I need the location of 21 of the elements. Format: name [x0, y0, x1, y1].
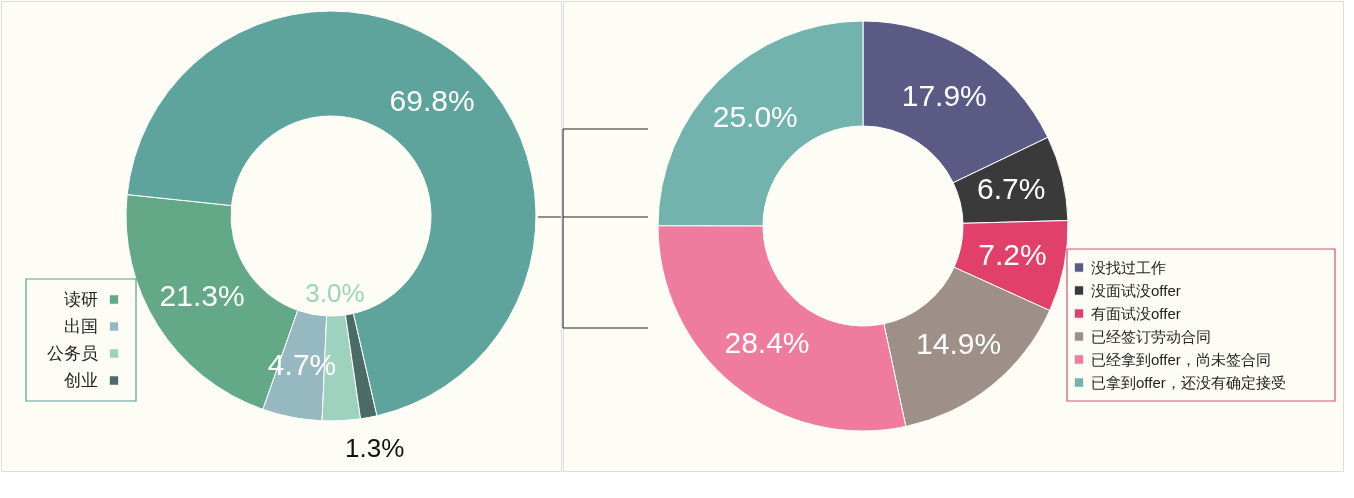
data-label: 25.0% [712, 100, 798, 134]
data-label: 1.3% [345, 432, 405, 463]
data-label: 3.0% [305, 277, 365, 308]
data-label: 28.4% [724, 326, 810, 360]
legend-label: 已经签订劳动合同 [1091, 327, 1211, 345]
data-label: 14.9% [916, 326, 1002, 360]
legend-label: 读研 [64, 289, 98, 309]
data-label: 6.7% [977, 172, 1046, 206]
data-label: 17.9% [901, 78, 987, 112]
legend-label: 已经拿到offer，尚未签合同 [1091, 350, 1271, 368]
legend-label: 已拿到offer，还没有确定接受 [1091, 373, 1286, 391]
data-label: 69.8% [389, 83, 475, 117]
legend-label: 没找过工作 [1091, 258, 1166, 276]
legend-label: 出国 [64, 316, 98, 336]
legend-label: 有面试没offer [1091, 304, 1181, 322]
legend-label: 创业 [64, 370, 98, 390]
data-label: 21.3% [159, 279, 245, 313]
legend-label: 没面试没offer [1091, 281, 1181, 299]
legend-label: 公务员 [47, 343, 98, 363]
donut-slice [126, 10, 537, 417]
data-label: 7.2% [978, 238, 1047, 272]
